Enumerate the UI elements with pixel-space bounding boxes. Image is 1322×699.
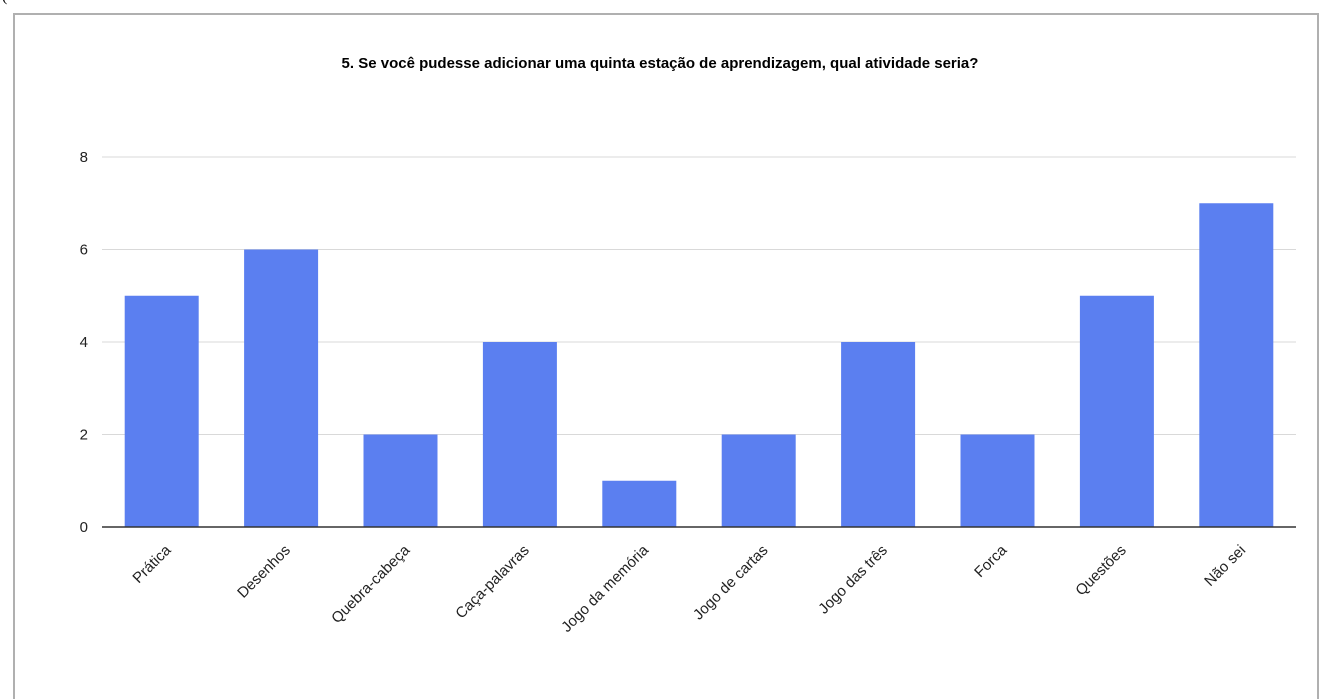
y-tick-label-8: 8 [80,149,88,166]
bar-8 [960,434,1035,527]
x-category-label-6: Jogo de cartas [690,542,772,624]
bar-3 [363,434,438,527]
x-category-label-1: Prática [129,541,174,586]
page-header-fragment: ( [0,0,1322,6]
x-category-label-2: Desenhos [234,542,294,602]
x-category-label-7: Jogo das três [815,542,891,618]
x-category-label-9: Questões [1072,542,1129,599]
y-axis-ticks: 0 2 4 6 8 [80,149,88,536]
y-tick-label-0: 0 [80,519,88,536]
x-category-label-10: Não sei [1201,542,1249,590]
bar-6 [721,434,796,527]
bar-4 [482,342,557,527]
y-tick-label-4: 4 [80,334,88,351]
x-axis-labels: Prática Desenhos Quebra-cabeça Caça-palavra… [129,541,1249,635]
bar-5 [602,480,677,527]
bar-2 [244,249,319,527]
bar-10 [1199,203,1274,527]
x-category-label-5: Jogo da memória [558,541,652,635]
x-category-label-4: Caça-palavras [452,542,532,622]
y-tick-label-6: 6 [80,242,88,259]
bar-1 [124,295,199,527]
chart-title: 5. Se você pudesse adicionar uma quinta … [342,55,979,72]
bar-9 [1079,295,1154,527]
x-category-label-8: Forca [971,541,1011,581]
x-category-label-3: Quebra-cabeça [328,541,414,627]
bar-7 [841,342,916,527]
chart-bars [124,203,1274,527]
y-tick-label-2: 2 [80,427,88,444]
header-fragment-text: ( [2,0,7,6]
